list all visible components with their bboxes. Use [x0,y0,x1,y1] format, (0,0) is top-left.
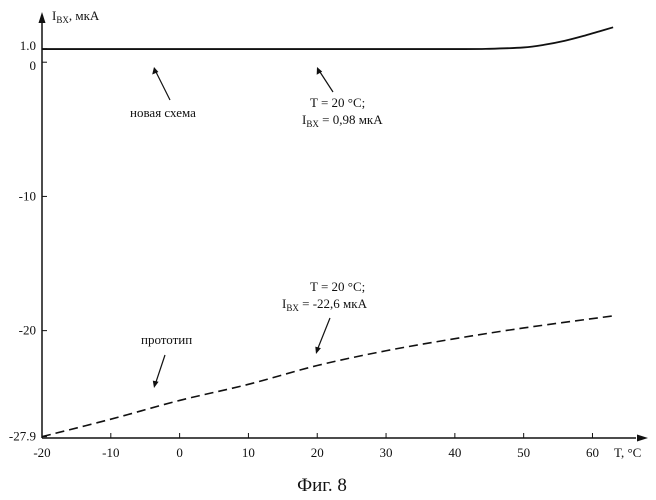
x-tick-label: -10 [102,445,119,460]
x-tick-label: 0 [176,445,183,460]
leader-arrow-new-scheme [152,67,170,100]
annotation-1-line1: T = 20 °C; [310,95,365,110]
leader-arrow-prototype [153,355,165,388]
annotation-2-line2: IBX = -22,6 мкА [282,296,368,313]
series-label-prototype: прототип [141,332,192,347]
x-axis-arrow [637,435,648,442]
annotation-2-current-sub: BX [286,303,299,313]
y-axis-label: IBX, мкА [52,8,100,25]
y-tick-label: -27.9 [9,429,36,444]
y-tick-label: 1.0 [20,38,36,53]
x-axis-label: T, °C [614,445,641,460]
x-tick-label: 30 [380,445,393,460]
annotation-2-current-value: = -22,6 мкА [299,296,368,311]
x-tick-label: 50 [517,445,530,460]
y-tick-label: 0 [30,58,37,73]
x-tick-label: 40 [448,445,461,460]
y-axis-arrow [39,12,46,23]
series-group [42,27,613,436]
y-tick-label: -20 [19,323,36,338]
series-line-new-scheme [42,27,613,49]
chart: IBX, мкА T, °C -20 -10 0 10 20 30 40 50 60 1.0 0 -1… [0,0,656,500]
y-axis-label-unit: , мкА [69,8,100,23]
leader-arrow-annotation-2 [315,318,330,354]
x-tick-label: -20 [33,445,50,460]
annotation-1-current-sub: BX [306,119,319,129]
series-label-new-scheme: новая схема [130,105,196,120]
y-tick-label: -10 [19,188,36,203]
annotation-2-line1: T = 20 °C; [310,279,365,294]
series-line-prototype [42,316,613,437]
y-axis-label-sub: BX [56,15,69,25]
ticks-group: -20-1001020304050601.00-10-20-27.9 [9,38,599,460]
annotation-1-current-value: = 0,98 мкА [319,112,383,127]
x-tick-label: 20 [311,445,324,460]
x-tick-label: 60 [586,445,599,460]
x-tick-label: 10 [242,445,255,460]
figure-caption: Фиг. 8 [297,475,347,496]
leader-arrow-annotation-1 [317,67,333,92]
annotation-1-line2: IBX = 0,98 мкА [302,112,383,129]
